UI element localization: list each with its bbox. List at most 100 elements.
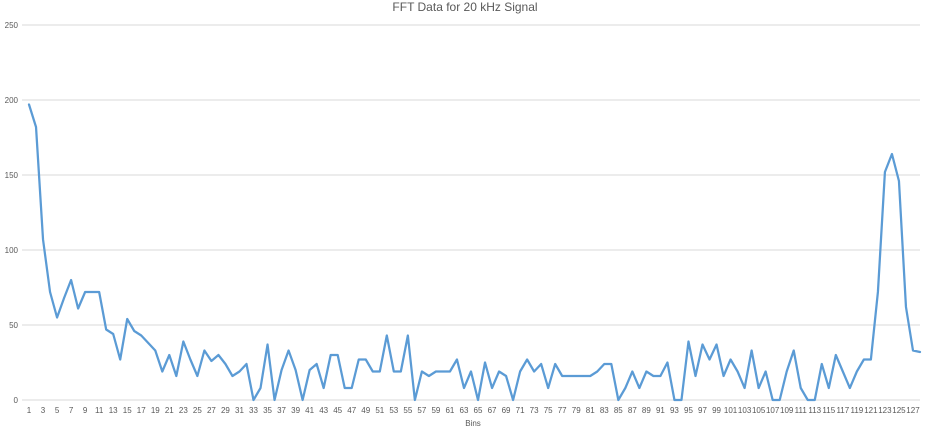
- x-axis-tick-labels: 1 3 5 7 9 11 13 15 17 19 21 23 25 27 29 31 33 35 37 39 41 43 4…: [27, 406, 920, 415]
- data-point: [807, 399, 809, 401]
- data-point: [273, 399, 276, 401]
- x-tick-label: 85: [614, 406, 623, 415]
- data-point: [140, 334, 142, 337]
- x-tick-label: 5: [55, 406, 60, 415]
- data-point: [414, 399, 416, 401]
- data-point: [463, 387, 465, 389]
- x-tick-label: 33: [249, 406, 258, 415]
- data-point: [638, 387, 640, 389]
- data-point: [161, 370, 163, 373]
- x-tick-label: 45: [333, 406, 342, 415]
- data-point: [56, 316, 58, 319]
- data-point: [421, 370, 423, 373]
- data-point: [302, 399, 304, 401]
- x-tick-label: 89: [642, 406, 651, 415]
- data-point: [701, 343, 704, 346]
- data-point: [736, 370, 739, 373]
- data-point: [98, 291, 100, 293]
- y-tick-label: 150: [5, 171, 19, 180]
- data-point: [372, 370, 374, 373]
- data-point: [358, 358, 360, 361]
- data-point: [428, 375, 430, 377]
- x-tick-label: 1: [27, 406, 32, 415]
- data-point: [533, 370, 535, 373]
- x-tick-label: 113: [808, 406, 821, 415]
- data-point: [189, 358, 191, 361]
- x-tick-label: 127: [906, 406, 920, 415]
- data-point: [133, 330, 135, 332]
- data-point: [765, 370, 767, 373]
- data-point: [912, 349, 914, 352]
- x-tick-label: 15: [123, 406, 132, 415]
- data-point: [210, 360, 213, 362]
- data-point: [351, 387, 353, 389]
- data-point: [779, 399, 781, 401]
- data-point: [652, 375, 655, 377]
- x-tick-label: 11: [95, 406, 104, 415]
- data-point: [715, 343, 718, 346]
- data-point: [91, 291, 93, 293]
- data-point: [849, 387, 851, 389]
- data-point: [870, 358, 872, 361]
- y-tick-label: 0: [14, 396, 19, 405]
- x-tick-label: 93: [670, 406, 679, 415]
- x-tick-label: 77: [558, 406, 567, 415]
- data-point: [891, 153, 893, 155]
- x-tick-label: 35: [263, 406, 272, 415]
- data-point: [323, 387, 325, 389]
- y-tick-label: 100: [5, 246, 19, 255]
- data-point: [758, 387, 760, 389]
- x-tick-label: 61: [445, 406, 454, 415]
- data-point: [786, 370, 788, 373]
- chart-title: FFT Data for 20 kHz Signal: [392, 0, 537, 14]
- data-point: [456, 358, 458, 361]
- x-tick-label: 109: [780, 406, 794, 415]
- data-point: [386, 334, 388, 337]
- data-point: [126, 318, 128, 320]
- data-point: [554, 363, 556, 365]
- data-point: [877, 291, 879, 293]
- x-tick-label: 43: [319, 406, 328, 415]
- data-point: [393, 370, 395, 373]
- data-point: [470, 370, 472, 373]
- x-tick-label: 73: [530, 406, 539, 415]
- data-point: [245, 363, 248, 365]
- data-point: [708, 358, 711, 361]
- data-point: [512, 399, 514, 401]
- data-point: [442, 370, 444, 373]
- data-point: [49, 291, 51, 293]
- data-point: [540, 363, 542, 365]
- x-tick-label: 107: [766, 406, 780, 415]
- data-point: [344, 387, 346, 389]
- x-tick-label: 7: [69, 406, 74, 415]
- data-point: [224, 363, 227, 365]
- x-tick-label: 119: [850, 406, 863, 415]
- x-tick-label: 59: [431, 406, 440, 415]
- x-tick-label: 95: [684, 406, 693, 415]
- data-point: [491, 387, 493, 389]
- data-point: [659, 375, 662, 377]
- data-point: [84, 291, 86, 293]
- x-tick-label: 39: [291, 406, 300, 415]
- data-point: [196, 375, 198, 377]
- x-tick-label: 55: [403, 406, 412, 415]
- data-point: [744, 387, 746, 389]
- y-tick-label: 250: [5, 21, 19, 30]
- x-tick-label: 57: [417, 406, 426, 415]
- data-point: [687, 340, 690, 343]
- data-point: [863, 358, 865, 361]
- x-tick-label: 29: [221, 406, 230, 415]
- data-point: [610, 363, 612, 365]
- x-tick-label: 105: [752, 406, 766, 415]
- x-tick-label: 17: [137, 406, 146, 415]
- data-point: [379, 370, 381, 373]
- data-point: [287, 349, 290, 352]
- data-point: [561, 375, 563, 377]
- y-tick-label: 50: [9, 321, 18, 330]
- x-tick-label: 87: [628, 406, 637, 415]
- data-point: [231, 375, 234, 377]
- data-point: [617, 399, 619, 401]
- data-point: [842, 370, 844, 373]
- x-tick-label: 27: [207, 406, 216, 415]
